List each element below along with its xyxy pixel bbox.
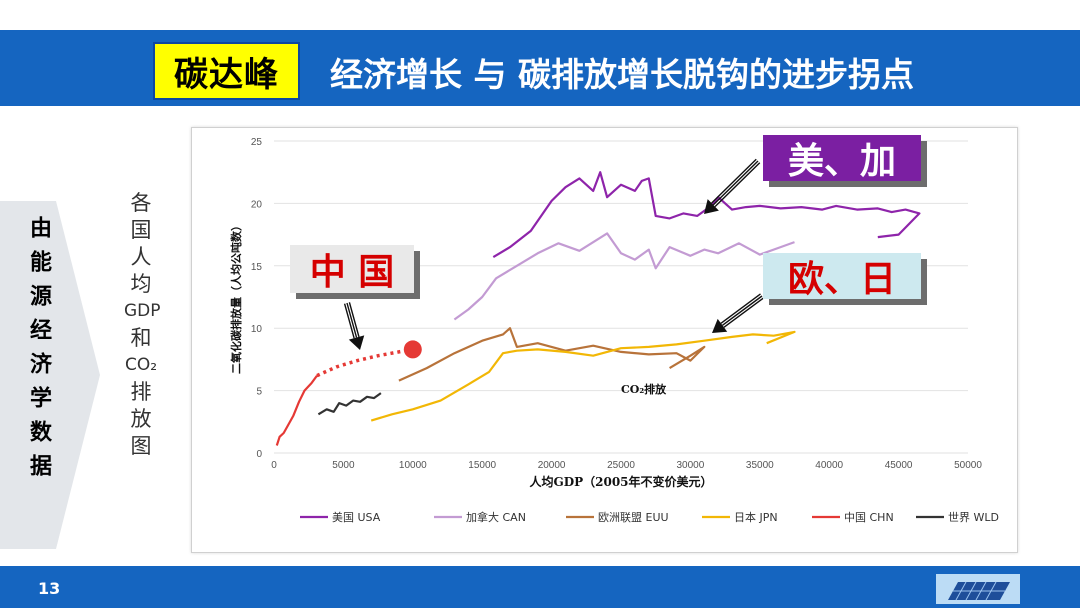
x-tick-label: 35000 [746,460,774,471]
arrow-head [704,199,719,214]
caption-line: CO₂ [124,355,158,375]
x-tick-label: 5000 [332,460,355,471]
x-tick-label: 25000 [607,460,635,471]
legend-label: 美国 USA [332,511,381,524]
caption-line: 均 [130,272,152,296]
series-line-usa [492,171,921,259]
callout-china: 中 国 [290,245,414,293]
arrow-shaft [722,295,763,326]
x-axis-title: 人均GDP（2005年不变价美元） [529,474,712,489]
arrow-shaft [711,158,757,204]
solar-panel-logo-icon [936,574,1020,604]
sidebar-label: 由能源经济学数据 [26,216,51,488]
chart-annotation: CO₂排放 [621,382,667,396]
projection-line-chn [316,347,414,378]
arrow-head [348,335,365,350]
legend-label: 中国 CHN [844,511,894,524]
projection-end-marker [403,340,422,359]
caption-line: 国 [130,218,152,242]
chart-panel: 0 5 10 15 20 25 0 5000 10000 15000 20000 25000 30000… [191,127,1018,553]
arrow-to-eu-icon [712,293,764,333]
caption-line: 人 [130,245,152,269]
arrow-shaft [712,160,759,206]
caption-line: 图 [130,434,152,458]
arrow-head [712,318,728,333]
series-line-can [453,232,795,321]
legend-label: 世界 WLD [948,511,999,524]
footer-bar [0,566,1080,608]
caption-line: GDP [124,301,161,321]
page-number: 13 [38,579,61,598]
y-tick-label: 10 [251,324,263,335]
caption-line: 各 [130,191,152,215]
chart-caption: 各 国 人 均 GDP 和 CO₂ 排 放 图 [124,190,161,460]
arrow-shaft [714,162,761,208]
caption-line: 和 [130,326,152,350]
callout-eu-jpn: 欧、日 [763,253,921,300]
x-tick-label: 50000 [954,460,982,471]
legend-label: 欧洲联盟 EUU [598,511,669,524]
series-line-euu [398,327,706,382]
sidebar-arrow-shape [0,201,100,549]
arrow-shaft [343,303,355,339]
series-line-jpn [370,330,796,422]
caption-line: 放 [130,407,152,431]
arrow-shaft [346,302,358,338]
arrow-shaft [348,302,360,337]
page-title: 经济增长 与 碳排放增长脱钩的进步拐点 [330,55,914,94]
y-tick-label: 25 [251,137,263,148]
series-line-chn [275,374,318,446]
series-line-wld [317,392,382,416]
legend-label: 加拿大 CAN [466,510,526,524]
x-tick-label: 40000 [815,460,843,471]
arrow-shaft [720,293,761,324]
arrow-to-usa-icon [704,158,761,214]
x-tick-label: 0 [271,460,277,471]
callout-usa-can: 美、加 [763,135,921,182]
y-axis-title: 二氧化碳排放量（人均公吨数） [229,220,243,374]
x-tick-label: 15000 [468,460,496,471]
arrow-shaft [723,297,764,328]
y-tick-label: 15 [251,262,263,273]
co2-gdp-chart: 0 5 10 15 20 25 0 5000 10000 15000 20000 25000 30000… [229,137,999,524]
y-tick-label: 20 [251,199,263,210]
legend-label: 日本 JPN [734,510,778,524]
caption-line: 排 [130,380,152,404]
y-tick-label: 0 [256,449,262,460]
x-tick-label: 20000 [538,460,566,471]
y-tick-label: 5 [256,387,262,398]
x-tick-label: 30000 [676,460,704,471]
x-tick-label: 45000 [885,460,913,471]
header-tag: 碳达峰 [153,42,300,100]
x-tick-label: 10000 [399,460,427,471]
arrow-to-china-icon [343,302,365,350]
